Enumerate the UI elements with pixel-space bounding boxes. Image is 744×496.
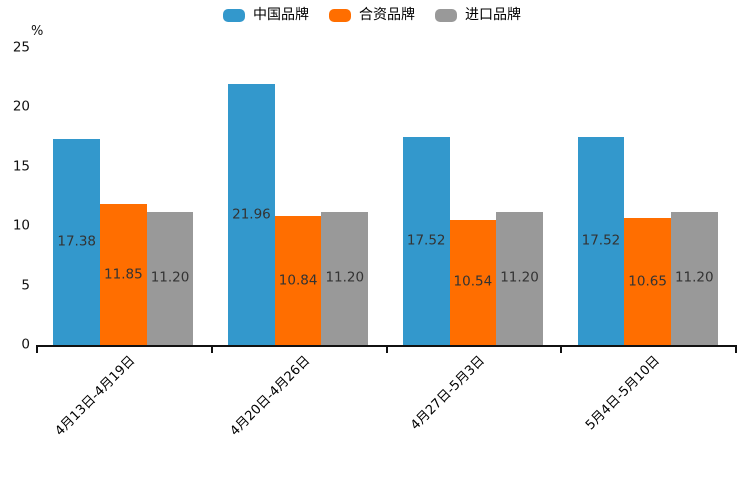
y-axis-tick-label: 5 [21, 276, 30, 293]
x-axis-tick-mark [210, 347, 213, 353]
bar-value-label: 11.20 [500, 269, 539, 286]
legend-swatch-icon [223, 8, 245, 22]
bar-合资品牌-group2 [274, 216, 322, 345]
bar-value-label: 17.52 [581, 232, 621, 249]
legend-swatch-icon [329, 8, 351, 22]
bar-进口品牌-group2 [321, 211, 369, 345]
legend-label: 合资品牌 [359, 7, 415, 23]
bar-value-label: 11.20 [150, 269, 190, 286]
legend-item-2: 合资品牌 [329, 8, 415, 22]
x-axis-tick-mark [560, 347, 563, 353]
x-axis-category-label: 4月27日-5月3日 [407, 353, 488, 434]
bar-value-label: 21.96 [232, 205, 271, 222]
x-axis-category-label: 4月20日-4月26日 [227, 353, 314, 440]
bar-合资品牌-group4 [624, 218, 671, 345]
bar-中国品牌-group4 [577, 136, 625, 345]
y-axis-tick-label: 10 [12, 217, 30, 234]
bar-进口品牌-group1 [146, 211, 194, 345]
x-axis-category-label: 4月13日-4月19日 [52, 353, 139, 440]
bar-value-label: 17.52 [406, 232, 446, 249]
bar-中国品牌-group1 [53, 138, 101, 345]
y-axis-tick-label: 20 [12, 98, 30, 115]
x-axis-category-label: 5月4日-5月10日 [582, 353, 663, 434]
x-axis-line [36, 345, 737, 347]
bar-中国品牌-group2 [228, 84, 275, 345]
chart-legend: 中国品牌 合资品牌 进口品牌 [0, 8, 744, 22]
legend-label: 中国品牌 [253, 7, 309, 23]
legend-swatch-icon [435, 8, 457, 22]
x-axis-tick-mark [385, 347, 388, 353]
y-axis-tick-label: 0 [21, 336, 30, 353]
bar-value-label: 17.38 [57, 233, 97, 249]
bar-value-label: 11.85 [104, 265, 143, 282]
legend-item-1: 中国品牌 [223, 8, 309, 22]
bar-value-label: 11.20 [325, 269, 365, 286]
bar-合资品牌-group1 [100, 204, 147, 345]
legend-item-3: 进口品牌 [435, 8, 521, 22]
y-axis-tick-label: 25 [12, 39, 30, 56]
x-axis-tick-mark [36, 347, 38, 353]
bar-进口品牌-group4 [670, 211, 718, 345]
bar-value-label: 11.20 [674, 269, 714, 286]
bar-value-label: 10.84 [278, 271, 318, 288]
y-axis-unit-label: % [31, 24, 44, 39]
bar-合资品牌-group3 [449, 219, 497, 345]
bar-value-label: 10.65 [628, 272, 667, 289]
legend-label: 进口品牌 [465, 7, 521, 23]
x-axis-tick-mark [735, 347, 737, 353]
bar-进口品牌-group3 [496, 211, 543, 345]
bar-value-label: 10.54 [453, 273, 493, 290]
bar-中国品牌-group3 [402, 136, 450, 345]
y-axis-tick-label: 15 [12, 158, 30, 175]
